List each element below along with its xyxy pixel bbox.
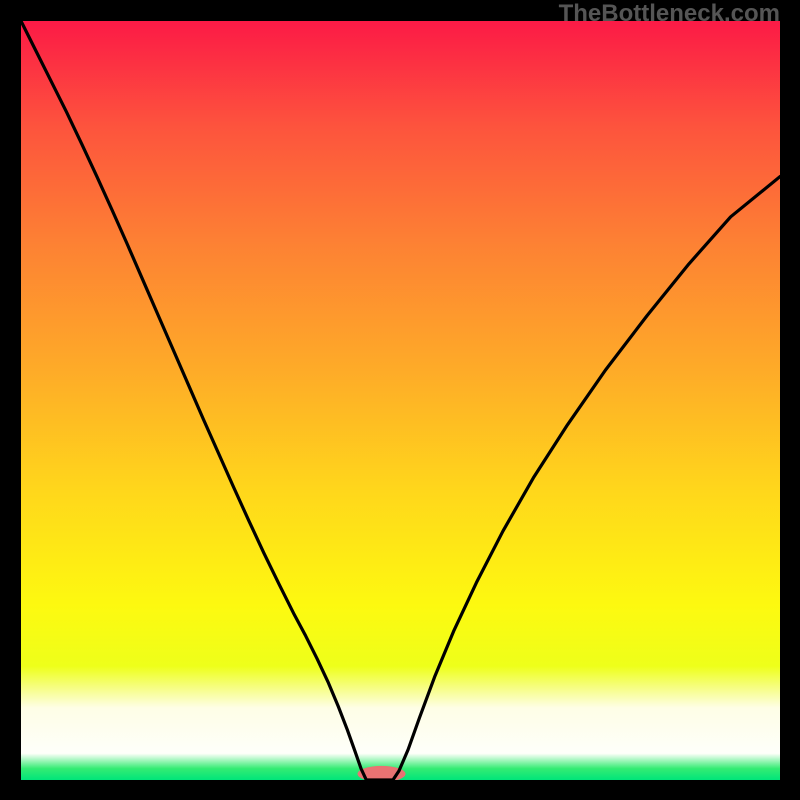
plot-background-gradient — [21, 21, 780, 780]
stage: TheBottleneck.com — [0, 0, 800, 800]
watermark-text: TheBottleneck.com — [559, 0, 780, 28]
plot-area — [21, 21, 780, 780]
